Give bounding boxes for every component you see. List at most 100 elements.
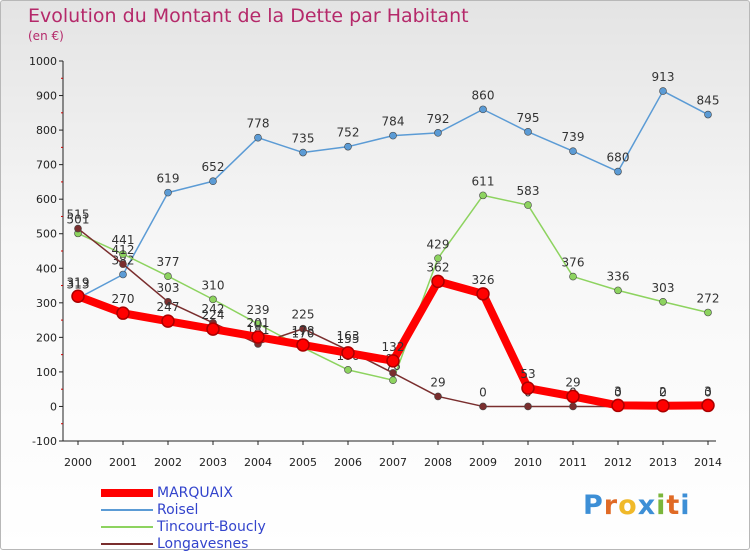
logo-letter: i [680, 490, 691, 521]
x-tick-label: 2009 [469, 456, 497, 469]
data-point-longavesnes [434, 392, 442, 401]
data-point-roisel [119, 270, 127, 279]
data-label-roisel: 792 [427, 112, 450, 126]
data-label-tincourt-boucly: 377 [157, 255, 180, 269]
data-point-longavesnes [119, 260, 127, 268]
data-point-marquaix [701, 398, 715, 413]
data-point-tincourt-boucly [209, 295, 217, 304]
legend-swatch [101, 543, 153, 545]
legend-label: Roisel [157, 502, 199, 518]
x-tick-label: 2000 [64, 456, 92, 469]
data-point-marquaix [251, 330, 265, 344]
data-point-marquaix [206, 322, 220, 336]
data-point-tincourt-boucly [344, 366, 352, 374]
logo-letter: t [666, 490, 681, 521]
data-label-roisel: 784 [382, 115, 405, 129]
data-label-tincourt-boucly: 310 [202, 278, 225, 292]
data-point-roisel [704, 110, 712, 119]
x-tick-label: 2008 [424, 456, 452, 469]
chart-unit: (en €) [28, 29, 64, 43]
data-point-marquaix [476, 287, 490, 301]
data-point-marquaix [386, 354, 400, 368]
data-point-marquaix [611, 398, 625, 413]
data-label-longavesnes: 163 [337, 329, 360, 343]
legend-label: MARQUAIX [157, 485, 233, 501]
x-tick-label: 2007 [379, 456, 407, 469]
data-label-marquaix: 155 [337, 332, 360, 346]
y-tick-label: 600 [36, 193, 57, 206]
logo-letter: i [656, 490, 667, 521]
legend: MARQUAIX Roisel Tincourt-Boucly Longaves… [101, 485, 321, 553]
data-label-marquaix: 362 [427, 260, 450, 274]
y-tick-label: 700 [36, 159, 57, 172]
data-label-tincourt-boucly: 583 [517, 184, 540, 198]
data-point-marquaix [161, 314, 175, 328]
data-label-marquaix: 326 [472, 273, 495, 287]
data-point-roisel [479, 105, 487, 114]
x-tick-label: 2005 [289, 456, 317, 469]
data-point-tincourt-boucly [524, 201, 532, 209]
x-tick-label: 2004 [244, 456, 272, 469]
logo-letter: x [637, 490, 657, 521]
data-point-marquaix [656, 399, 670, 413]
legend-swatch [101, 489, 153, 497]
data-point-roisel [254, 133, 262, 142]
data-point-longavesnes [299, 324, 307, 333]
data-label-longavesnes: 0 [614, 385, 622, 399]
data-point-tincourt-boucly [254, 320, 262, 328]
data-point-roisel [614, 167, 622, 176]
y-tick-label: 500 [36, 228, 57, 241]
data-point-tincourt-boucly [164, 272, 172, 281]
chart-title: Evolution du Montant de la Dette par Hab… [28, 5, 469, 27]
y-tick-label: 100 [36, 366, 57, 379]
y-tick-label: -100 [32, 435, 57, 448]
legend-swatch [101, 509, 153, 511]
data-label-tincourt-boucly: 501 [67, 212, 90, 226]
data-label-marquaix: 319 [67, 275, 90, 289]
x-tick-label: 2006 [334, 456, 362, 469]
data-label-longavesnes: 0 [479, 385, 487, 399]
data-label-roisel: 313 [67, 277, 90, 291]
legend-item-marquaix: MARQUAIX [101, 485, 321, 502]
data-label-roisel: 680 [607, 151, 630, 165]
data-label-tincourt-boucly: 376 [562, 256, 585, 270]
y-tick-label: 0 [50, 400, 57, 413]
data-label-longavesnes: 303 [157, 281, 180, 295]
legend-label: Tincourt-Boucly [157, 519, 266, 535]
data-label-roisel: 735 [292, 132, 315, 146]
x-tick-label: 2014 [694, 456, 722, 469]
logo-letter: r [603, 490, 619, 521]
data-label-longavesnes: 412 [112, 243, 135, 257]
data-label-marquaix: 3 [704, 384, 712, 398]
x-tick-label: 2011 [559, 456, 587, 469]
data-point-marquaix [71, 289, 85, 304]
data-point-marquaix [566, 389, 580, 404]
y-tick-label: 300 [36, 297, 57, 310]
data-label-roisel: 739 [562, 130, 585, 144]
logo-letter: o [618, 490, 638, 521]
data-point-longavesnes [569, 402, 577, 411]
y-tick-label: 200 [36, 331, 57, 344]
data-point-roisel [209, 177, 217, 186]
data-point-tincourt-boucly [614, 286, 622, 295]
data-label-tincourt-boucly: 611 [472, 174, 495, 188]
data-point-roisel [659, 87, 667, 95]
data-label-longavesnes: 0 [704, 385, 712, 399]
data-label-marquaix: 178 [292, 324, 315, 338]
data-point-longavesnes [479, 402, 487, 411]
data-label-roisel: 778 [247, 117, 270, 131]
logo-letter: P [583, 490, 604, 521]
data-label-marquaix: 132 [382, 340, 405, 354]
data-point-longavesnes [389, 369, 397, 377]
x-tick-label: 2012 [604, 456, 632, 469]
data-label-longavesnes: 225 [292, 308, 315, 322]
data-label-roisel: 860 [472, 88, 495, 102]
data-point-roisel [344, 142, 352, 151]
data-label-roisel: 752 [337, 126, 360, 140]
data-label-tincourt-boucly: 303 [652, 281, 675, 295]
data-point-tincourt-boucly [479, 191, 487, 200]
data-label-marquaix: 247 [157, 300, 180, 314]
x-tick-label: 2001 [109, 456, 137, 469]
data-label-roisel: 652 [202, 160, 225, 174]
